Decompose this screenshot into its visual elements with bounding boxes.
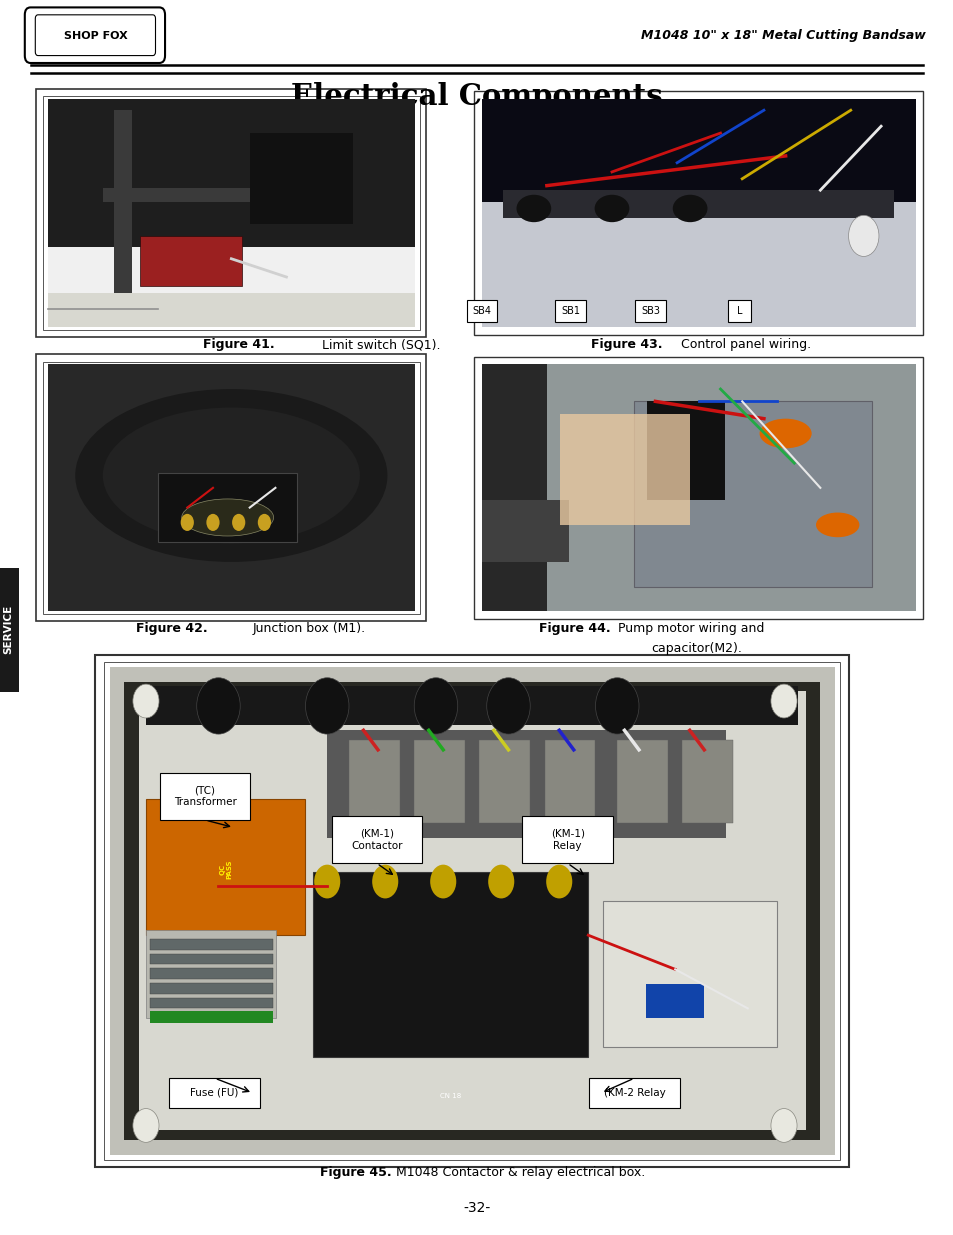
Bar [103,188,286,201]
Bar [522,816,612,863]
Bar [481,99,915,327]
Bar [150,998,273,1008]
Bar [332,816,421,863]
Ellipse shape [75,389,387,562]
Text: Pump motor wiring and: Pump motor wiring and [618,622,763,636]
Bar [146,799,305,935]
Bar [170,1078,259,1108]
Circle shape [305,678,349,734]
Bar [138,692,805,1130]
Bar [602,902,776,1047]
Bar [36,89,426,337]
Text: Fuse (FU): Fuse (FU) [191,1088,238,1098]
Ellipse shape [594,195,629,222]
Bar [727,300,750,322]
Text: Figure 42.: Figure 42. [135,622,208,636]
Ellipse shape [182,499,274,536]
Text: (KM-1)
Relay: (KM-1) Relay [550,829,584,851]
Ellipse shape [815,513,859,537]
Ellipse shape [103,408,359,543]
Text: (KM-2 Relay: (KM-2 Relay [603,1088,664,1098]
Bar [150,1010,273,1023]
Text: SHOP FOX: SHOP FOX [64,31,127,41]
Bar [146,930,276,1018]
Ellipse shape [516,195,551,222]
Bar [503,190,893,217]
Text: SB3: SB3 [640,306,659,316]
Bar [645,984,703,1018]
Circle shape [180,514,193,531]
Text: SB1: SB1 [560,306,579,316]
Bar [139,236,242,287]
Bar [474,91,923,335]
Bar [481,500,568,562]
FancyBboxPatch shape [25,7,165,63]
Bar [146,687,798,725]
Bar [481,99,915,201]
Text: Electrical Components: Electrical Components [291,82,662,111]
Bar [0,568,19,692]
Bar [414,740,464,823]
Text: Control panel wiring.: Control panel wiring. [680,338,810,352]
Text: (KM-1)
Contactor: (KM-1) Contactor [351,829,402,851]
Bar [124,682,820,1140]
Circle shape [486,678,530,734]
Bar [150,953,273,965]
Bar [110,667,834,1155]
Bar [466,300,497,322]
Bar [48,99,415,327]
Circle shape [314,864,340,898]
Ellipse shape [672,195,707,222]
Ellipse shape [759,419,811,448]
Bar [159,773,250,820]
Circle shape [414,678,457,734]
Bar [481,364,546,611]
Bar [481,364,915,611]
Text: M1048 10" x 18" Metal Cutting Bandsaw: M1048 10" x 18" Metal Cutting Bandsaw [640,30,924,42]
Circle shape [132,1109,159,1142]
Text: -32-: -32- [463,1200,490,1215]
Text: Junction box (M1).: Junction box (M1). [253,622,366,636]
Bar [544,740,595,823]
Circle shape [430,864,456,898]
Text: Figure 44.: Figure 44. [538,622,610,636]
Bar [43,96,419,330]
Circle shape [196,678,240,734]
Text: QC
PASS: QC PASS [219,860,232,879]
Text: Figure 45.: Figure 45. [319,1166,391,1179]
Circle shape [232,514,245,531]
Text: capacitor(M2).: capacitor(M2). [650,642,741,656]
Bar [113,110,132,305]
Text: SERVICE: SERVICE [4,605,13,655]
Bar [313,872,588,1057]
Circle shape [488,864,514,898]
Bar [48,99,415,247]
Bar [681,740,733,823]
Bar [349,740,399,823]
Text: L: L [736,306,741,316]
Bar [95,655,848,1167]
Circle shape [257,514,271,531]
Bar [474,357,923,619]
Circle shape [770,1109,796,1142]
Text: Figure 41.: Figure 41. [202,338,274,352]
Bar [559,414,689,525]
Bar [157,473,297,542]
Bar [43,362,419,614]
Circle shape [770,684,796,718]
Text: (TC)
Transformer: (TC) Transformer [173,785,236,808]
Bar [104,662,840,1160]
Bar [327,730,725,837]
Bar [646,401,724,500]
Bar [150,968,273,979]
Circle shape [546,864,572,898]
Bar [48,364,415,611]
Circle shape [206,514,219,531]
Bar [48,293,415,327]
Text: Limit switch (SQ1).: Limit switch (SQ1). [322,338,440,352]
Bar [150,983,273,994]
Text: Figure 43.: Figure 43. [591,338,662,352]
Text: SB4: SB4 [472,306,491,316]
Circle shape [132,684,159,718]
Bar [36,354,426,621]
